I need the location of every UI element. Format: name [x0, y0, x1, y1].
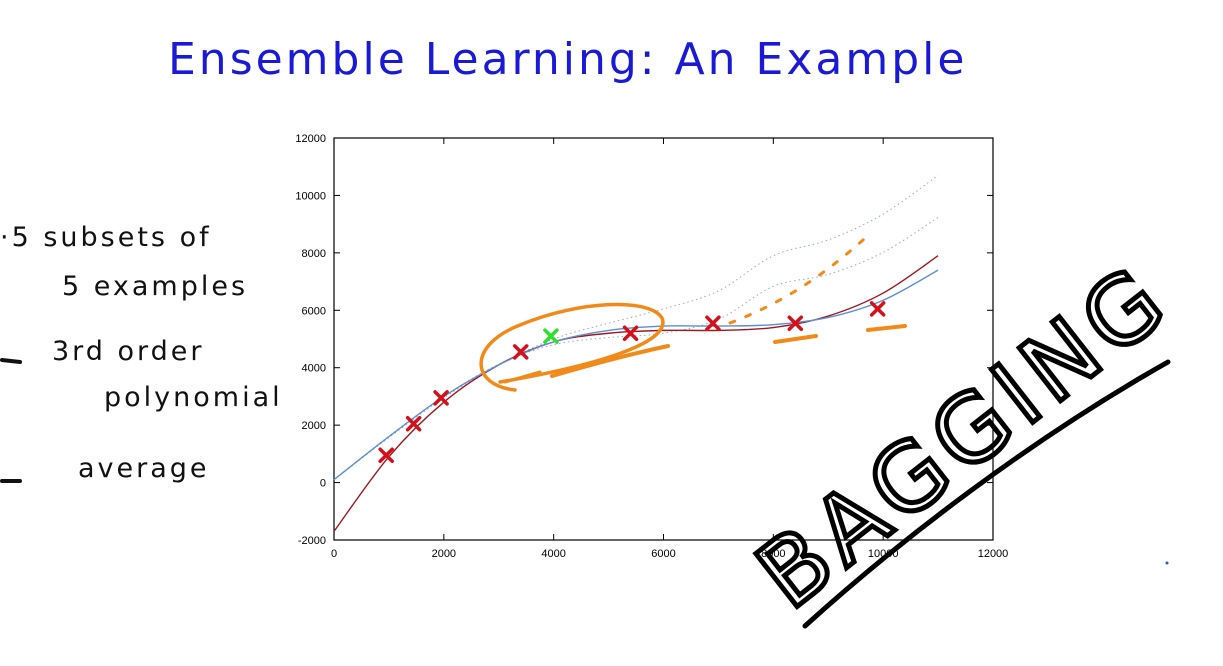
x-tick-label: 2000: [432, 548, 456, 560]
highlight-stroke: [550, 344, 670, 378]
bagging-underline: [802, 359, 1171, 629]
y-tick-label: 2000: [302, 420, 326, 432]
data-point: [378, 447, 394, 464]
bagging-word: BAGGING: [738, 243, 1190, 629]
data-point: [787, 315, 804, 331]
y-tick-label: -2000: [298, 535, 326, 547]
stray-dot: [1165, 561, 1169, 565]
bullet-dash: [0, 358, 22, 364]
scatter-chart: 0 2000 4000 6000 8000 10000 12000 -2000 0 2000 400…: [295, 133, 1008, 560]
point-stroke: [869, 301, 886, 317]
x-tick-label: 6000: [651, 548, 675, 560]
data-point: [705, 315, 721, 331]
point-stroke: [622, 325, 639, 342]
y-tick-label: 4000: [302, 363, 326, 375]
data-point: [622, 325, 639, 342]
x-tick-label: 4000: [541, 548, 565, 560]
y-tick-label: 10000: [295, 190, 326, 202]
point-stroke: [787, 315, 804, 331]
note-subsets-line2: 5 examples: [62, 271, 248, 302]
x-tick-label: 0: [331, 548, 337, 560]
fit-curve-blue: [333, 269, 939, 481]
highlight-stroke: [866, 324, 907, 332]
highlight-loop: [479, 302, 665, 392]
point-stroke: [543, 328, 559, 344]
x-tick-label: 12000: [978, 548, 1009, 560]
highlight-dotted-trend: [728, 230, 874, 325]
data-point-green: [543, 328, 559, 344]
note-order-line1: 3rd order: [52, 336, 205, 367]
highlight-stroke: [773, 334, 818, 344]
y-tick-label: 0: [320, 478, 326, 490]
point-stroke: [378, 447, 394, 464]
point-stroke: [433, 390, 449, 406]
point-stroke: [512, 344, 529, 360]
highlight-stroke: [503, 370, 542, 384]
data-point: [405, 415, 422, 432]
fit-curve-red: [333, 255, 939, 532]
note-order-line2: polynomial: [104, 382, 283, 413]
data-point: [512, 344, 529, 360]
x-tick-label: 8000: [761, 548, 785, 560]
point-stroke: [705, 315, 721, 331]
bagging-annotation: BAGGING: [735, 241, 1192, 632]
page-title: Ensemble Learning: An Example: [168, 34, 967, 85]
y-tick-label: 6000: [302, 305, 326, 317]
y-tick-label: 8000: [302, 248, 326, 260]
y-tick-label: 12000: [295, 133, 326, 145]
note-subsets-line1: ·5 subsets of: [0, 222, 212, 253]
note-average: average: [78, 453, 210, 484]
point-stroke: [405, 415, 422, 432]
data-point: [869, 301, 886, 317]
data-point: [433, 390, 449, 406]
